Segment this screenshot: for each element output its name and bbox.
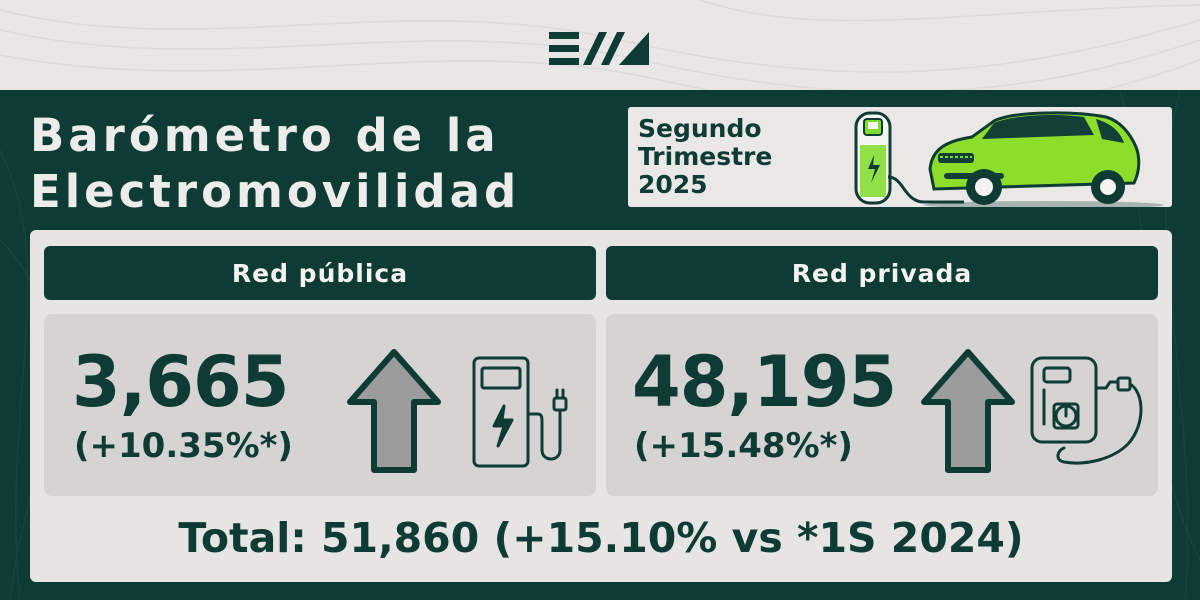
private-network-change: (+15.48%*)	[634, 426, 853, 466]
wallbox-charger-icon	[1030, 356, 1143, 465]
period-line-1: Segundo	[638, 114, 762, 143]
private-network-value: 48,195	[632, 341, 897, 423]
section-header-private: Red privada	[606, 246, 1158, 300]
stat-card-private: 48,195 (+15.48%*)	[606, 314, 1158, 496]
evm-logo-icon	[549, 32, 649, 65]
public-network-value: 3,665	[72, 341, 289, 423]
section-header-public-label: Red pública	[231, 258, 409, 288]
period-line-3: 2025	[638, 170, 708, 199]
up-arrow-icon	[347, 349, 441, 473]
title-line-2: Electromovilidad	[30, 165, 521, 218]
title-line-1: Barómetro de la	[30, 109, 500, 162]
up-arrow-icon	[921, 349, 1015, 473]
public-network-change: (+10.35%*)	[74, 426, 293, 466]
public-charger-icon	[472, 356, 568, 468]
period-label: Segundo Trimestre 2025	[638, 115, 772, 199]
stats-card: Red pública 3,665 (+10.35%*) Red privada…	[30, 230, 1172, 582]
period-card: Segundo Trimestre 2025	[628, 107, 1172, 207]
stat-card-public: 3,665 (+10.35%*)	[44, 314, 596, 496]
top-band	[0, 0, 1200, 90]
ev-charging-car-icon	[854, 111, 1164, 207]
total-summary: Total: 51,860 (+15.10% vs *1S 2024)	[178, 514, 1024, 562]
section-header-private-label: Red privada	[791, 258, 973, 288]
page-title: Barómetro de la Electromovilidad	[30, 108, 520, 220]
section-header-public: Red pública	[44, 246, 596, 300]
period-line-2: Trimestre	[638, 142, 773, 171]
